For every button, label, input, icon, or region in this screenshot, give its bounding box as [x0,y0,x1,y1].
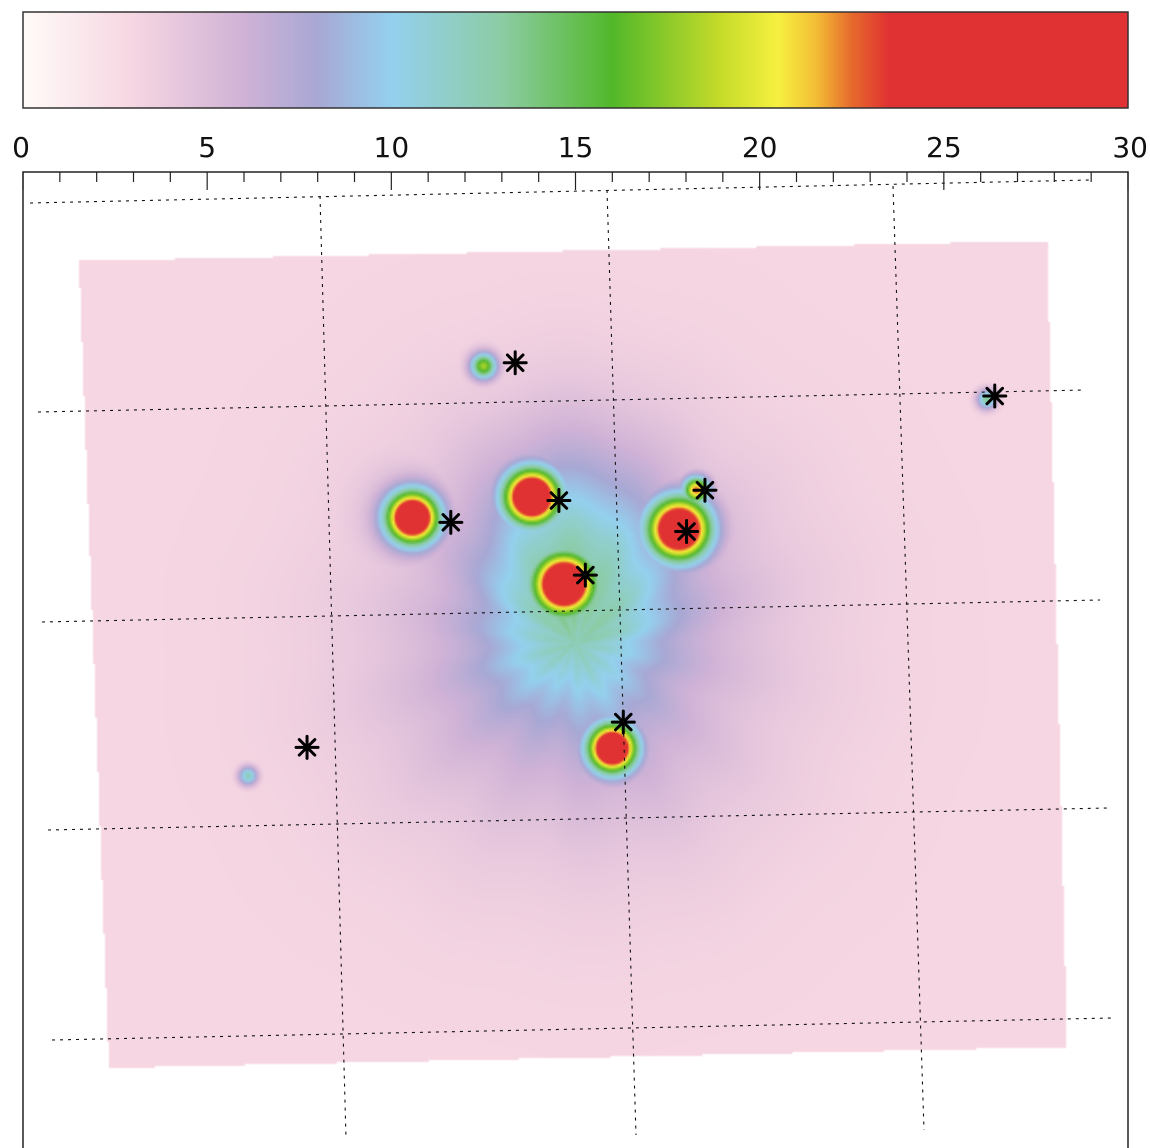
colorbar-tick-labels: 0 5 10 15 20 25 30 [12,131,1148,164]
colorbar-tick-label: 5 [198,131,216,164]
source-marker [982,383,1008,409]
colorbar-tick-label: 30 [1112,131,1148,164]
source-marker [294,734,320,760]
coordinate-grid [29,179,1113,1139]
grid-line-horizontal [47,807,1109,831]
colorbar-tick-label: 0 [12,131,30,164]
source-markers [294,350,1008,760]
colorbar-tick-label: 25 [926,131,962,164]
source-marker [438,509,464,535]
colorbar-tick-label: 20 [742,131,778,164]
colorbar-gradient [22,11,1129,109]
grid-line-horizontal [29,179,1091,204]
source-marker [692,477,718,503]
colorbar-tick-label: 15 [558,131,594,164]
source-marker [610,709,636,735]
grid-line-vertical [319,195,347,1139]
grid-line-horizontal [37,389,1086,413]
grid-line-horizontal [51,1017,1113,1041]
panel-frame [22,171,1129,1148]
map-panel [22,171,1129,1148]
colorbar: 0 5 10 15 20 25 30 [12,11,1148,164]
colorbar-tick-label: 10 [374,131,410,164]
grid-line-horizontal [41,599,1101,623]
source-marker [546,488,572,514]
source-marker [674,519,700,545]
panel-top-ticks [22,172,1129,190]
source-marker [572,562,598,588]
heatmap-image [23,172,1128,1148]
source-marker [502,350,528,376]
grid-line-vertical [606,189,637,1136]
grid-line-vertical [892,185,925,1131]
